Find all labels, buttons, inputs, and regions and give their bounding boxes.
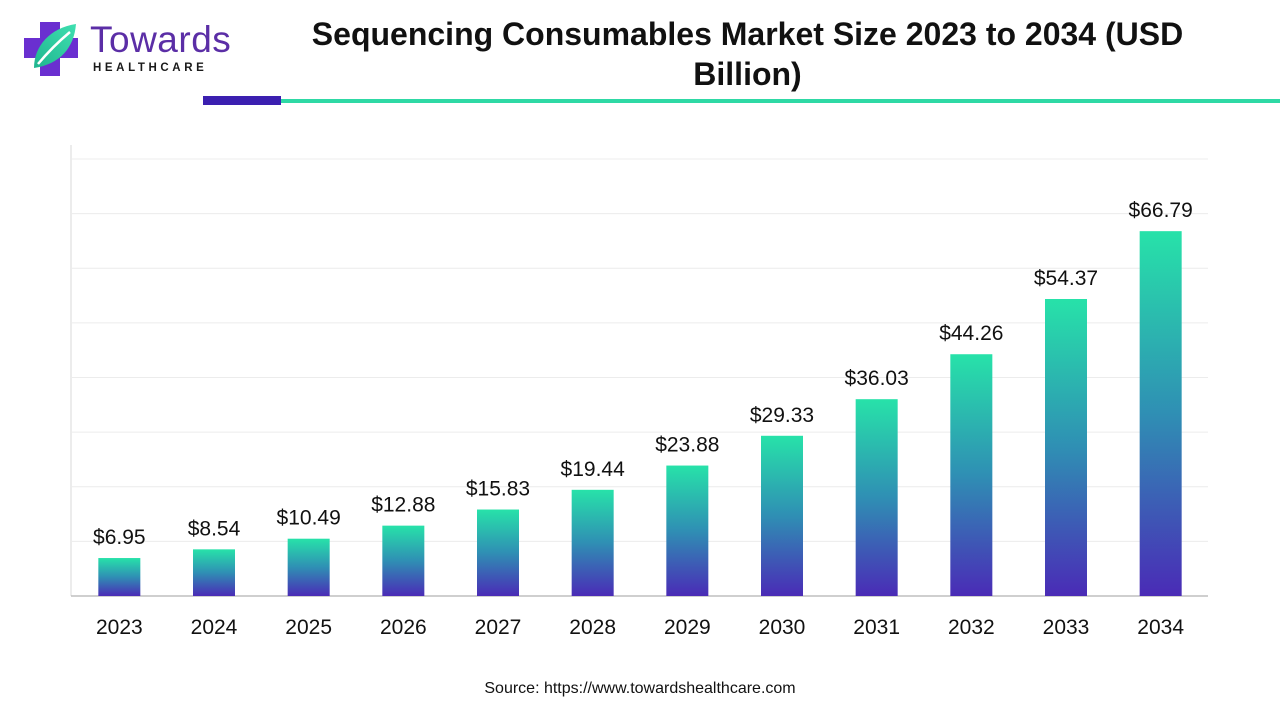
gridlines (72, 158, 1208, 542)
x-tick-label-2025: 2025 (285, 616, 332, 639)
x-tick-label-2029: 2029 (664, 616, 711, 639)
bar-2030 (761, 435, 803, 596)
value-label-2024: $8.54 (188, 517, 241, 540)
value-label-2028: $19.44 (561, 458, 626, 481)
x-tick-label-2026: 2026 (380, 616, 427, 639)
bar-2034 (1139, 231, 1182, 597)
value-label-2029: $23.88 (655, 434, 719, 457)
x-tick-label-2030: 2030 (759, 616, 806, 639)
value-label-2034: $66.79 (1129, 199, 1193, 222)
x-tick-labels: 2023 2024 2025 2026 2027 2028 2029 2030 2031 2032… (96, 616, 1184, 639)
value-label-2032: $44.26 (939, 322, 1003, 345)
value-label-2023: $6.95 (93, 526, 146, 549)
bar-2033 (1045, 299, 1087, 596)
chart-title: Sequencing Consumables Market Size 2023 … (311, 16, 1184, 92)
bar-series (98, 231, 1182, 597)
brand-name: Towards (90, 19, 232, 60)
value-labels: $6.95 $8.54 $10.49 $12.88 $15.83 $19.44 $23.88… (93, 199, 1193, 549)
bar-2028 (571, 489, 614, 596)
bar-2029 (666, 465, 709, 596)
value-label-2025: $10.49 (277, 507, 341, 530)
bar-2027 (477, 509, 519, 596)
header-rule (281, 99, 1280, 103)
x-tick-label-2031: 2031 (853, 616, 900, 639)
value-label-2027: $15.83 (466, 478, 530, 501)
x-tick-label-2032: 2032 (948, 616, 995, 639)
value-label-2031: $36.03 (845, 367, 909, 390)
brand-logo: Towards HEALTHCARE (20, 18, 240, 82)
x-tick-label-2033: 2033 (1043, 616, 1090, 639)
x-tick-label-2023: 2023 (96, 616, 143, 639)
bar-2031 (855, 399, 898, 596)
bar-2025 (287, 538, 330, 596)
bar-2032 (950, 354, 993, 596)
brand-tagline: HEALTHCARE (93, 62, 208, 74)
bar-2026 (382, 525, 425, 596)
value-label-2026: $12.88 (371, 494, 435, 517)
source-note: Source: https://www.towardshealthcare.co… (484, 680, 796, 697)
x-tick-label-2028: 2028 (569, 616, 616, 639)
x-tick-label-2024: 2024 (191, 616, 238, 639)
value-label-2030: $29.33 (750, 404, 814, 427)
medical-cross-icon (24, 22, 78, 76)
header-rule-accent (203, 96, 281, 105)
x-tick-label-2034: 2034 (1137, 616, 1184, 639)
bar-2023 (98, 558, 141, 596)
bar-2024 (193, 549, 235, 596)
value-label-2033: $54.37 (1034, 267, 1098, 290)
x-tick-label-2027: 2027 (475, 616, 522, 639)
